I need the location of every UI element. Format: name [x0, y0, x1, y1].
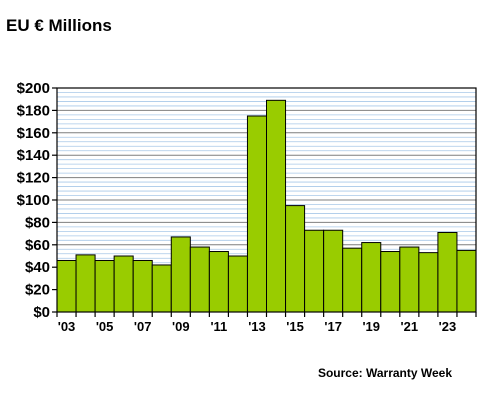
bar-22 — [418, 252, 439, 313]
bar-21 — [399, 246, 420, 313]
bar-04 — [75, 254, 96, 313]
bar-03 — [56, 259, 77, 313]
bar-20 — [380, 251, 401, 313]
x-tick-label: '23 — [439, 319, 457, 334]
y-tick-label: $100 — [17, 192, 50, 209]
x-tick-label: '03 — [58, 319, 76, 334]
axes — [52, 87, 477, 317]
x-tick-label: '09 — [172, 319, 190, 334]
bar-10 — [189, 246, 210, 313]
bar-23 — [437, 231, 458, 313]
y-tick-label: $0 — [33, 304, 50, 321]
bar-16 — [304, 229, 325, 313]
y-tick-label: $200 — [17, 80, 50, 97]
y-tick-label: $120 — [17, 170, 50, 187]
source-note: Source: Warranty Week — [317, 366, 452, 380]
y-tick-label: $140 — [17, 147, 50, 164]
x-tick-label: '13 — [248, 319, 266, 334]
x-tick-label: '15 — [286, 319, 304, 334]
x-tick-label: '17 — [324, 319, 342, 334]
bar-07 — [132, 259, 153, 313]
bar-19 — [361, 242, 382, 313]
x-tick-labels: '03 '05 '07 '09 '11 '13 '15 '17 '19 '21 '23 — [58, 319, 456, 334]
bar-17 — [323, 229, 344, 313]
bar-15 — [285, 205, 306, 313]
bar-05 — [94, 259, 115, 313]
bar-12 — [227, 255, 248, 313]
bar-13 — [246, 115, 267, 313]
y-tick-label: $80 — [25, 214, 50, 231]
chart-title: EU € Millions — [6, 16, 112, 35]
bar-06 — [113, 255, 134, 313]
x-tick-label: '21 — [401, 319, 419, 334]
x-tick-label: '11 — [210, 319, 227, 334]
y-tick-label: $160 — [17, 125, 50, 142]
y-tick-label: $20 — [25, 282, 50, 299]
bar-11 — [208, 251, 229, 313]
x-tick-label: '05 — [96, 319, 114, 334]
y-tick-label: $60 — [25, 237, 50, 254]
bar-24 — [456, 249, 477, 313]
x-tick-label: '19 — [362, 319, 380, 334]
bar-09 — [170, 236, 191, 313]
y-tick-label: $40 — [25, 259, 50, 276]
bar-18 — [342, 247, 363, 313]
bar-08 — [151, 264, 172, 313]
y-tick-label: $180 — [17, 102, 50, 119]
x-tick-label: '07 — [134, 319, 152, 334]
bar-14 — [266, 99, 287, 313]
y-tick-labels: $0 $20 $40 $60 $80 $100 $120 $140 $160 $180 $200 — [17, 80, 50, 321]
